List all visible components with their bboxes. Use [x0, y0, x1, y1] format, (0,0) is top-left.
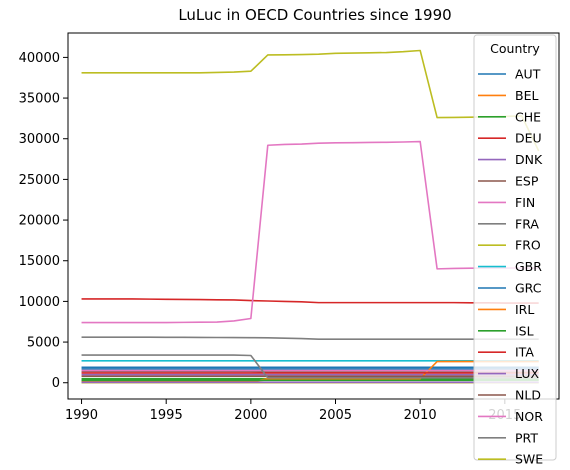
x-tick-label-1995: 1995 — [150, 408, 183, 423]
y-tick-label-25000: 25000 — [19, 173, 60, 188]
legend-label-lux: LUX — [515, 366, 539, 381]
y-tick-label-40000: 40000 — [19, 51, 60, 66]
series-line-esp — [81, 370, 539, 373]
y-tick-label-15000: 15000 — [19, 254, 60, 269]
y-tick-label-35000: 35000 — [19, 92, 60, 107]
series-layer — [81, 49, 540, 384]
legend-label-irl: IRL — [515, 302, 534, 317]
series-line-fra — [81, 336, 539, 341]
x-tick-label-2005: 2005 — [319, 408, 352, 423]
legend-label-prt: PRT — [515, 430, 538, 445]
legend-label-nor: NOR — [515, 409, 543, 424]
legend-label-bel: BEL — [515, 88, 538, 103]
legend-label-isl: ISL — [515, 323, 534, 338]
series-line-fin — [81, 140, 539, 324]
legend-label-fra: FRA — [515, 216, 539, 231]
legend-label-che: CHE — [515, 109, 541, 124]
legend-label-nld: NLD — [515, 388, 541, 403]
y-tick-label-20000: 20000 — [19, 214, 60, 229]
y-axis: 0 5000 10000 15000 20000 25000 30000 35000 40000 — [19, 51, 68, 391]
legend-label-deu: DEU — [515, 131, 542, 146]
series-line-swe — [81, 49, 540, 152]
y-tick-label-30000: 30000 — [19, 132, 60, 147]
legend-title: Country — [490, 41, 540, 56]
legend-label-fro: FRO — [515, 238, 541, 253]
x-tick-label-1990: 1990 — [65, 408, 98, 423]
series-line-prt — [81, 354, 539, 379]
legend-label-esp: ESP — [515, 174, 539, 189]
legend-label-dnk: DNK — [515, 152, 543, 167]
y-tick-label-5000: 5000 — [27, 336, 60, 351]
legend: Country AUT BEL CHE DEU DNK ESP FIN FRA FRO GBR GR… — [473, 34, 557, 467]
legend-label-ita: ITA — [515, 345, 534, 360]
legend-label-swe: SWE — [515, 452, 543, 467]
series-line-deu — [81, 298, 539, 304]
legend-items: AUT BEL CHE DEU DNK ESP FIN FRA FRO GBR GRC IRL ISL I… — [478, 67, 543, 467]
legend-label-fin: FIN — [515, 195, 535, 210]
y-tick-label-0: 0 — [52, 376, 60, 391]
chart-title: LuLuc in OECD Countries since 1990 — [178, 6, 451, 24]
x-tick-label-2000: 2000 — [234, 408, 267, 423]
legend-label-gbr: GBR — [515, 259, 542, 274]
x-tick-label-2010: 2010 — [404, 408, 437, 423]
legend-box — [473, 34, 557, 461]
plot-frame — [67, 32, 560, 400]
legend-label-grc: GRC — [515, 281, 542, 296]
legend-label-aut: AUT — [515, 67, 541, 82]
y-tick-label-10000: 10000 — [19, 295, 60, 310]
